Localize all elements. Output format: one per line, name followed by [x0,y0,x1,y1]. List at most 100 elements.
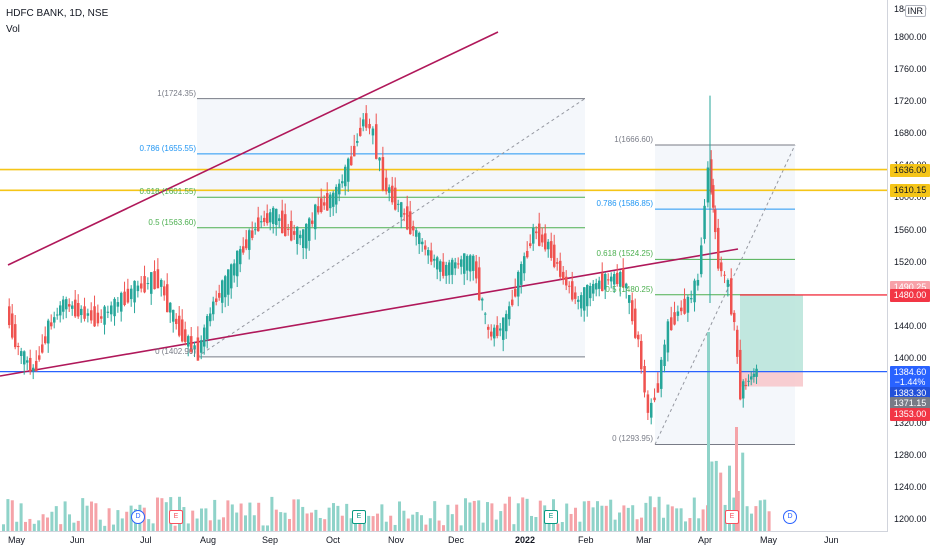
candle-body [670,317,673,331]
time-axis-label: Aug [200,535,217,545]
fib-level-label: 1(1724.35) [157,88,196,98]
candle-body [520,264,523,285]
candle-body [397,203,400,205]
volume-bar [37,520,41,532]
volume-bar [512,524,516,532]
volume-bar [6,499,10,532]
earnings-event-icon[interactable]: E [169,510,183,524]
candle-body [365,113,368,128]
price-axis-label: 1320.00 [894,417,927,428]
fib-level-label: 0.618 (1601.55) [139,187,197,197]
candle-body [493,327,496,339]
candle-body [329,194,332,209]
volume-bar [613,519,617,532]
time-axis-label: Jul [140,535,152,545]
candle-body [663,344,666,367]
candle-body [391,185,394,203]
candle-body [290,220,293,241]
candle-body [622,268,625,288]
candle-body [236,250,239,277]
candle-body [260,221,263,223]
price-axis[interactable]: 1840.001800.001760.001720.001680.001640.… [887,0,932,532]
volume-bar [345,503,349,532]
price-axis-label: 1440.00 [894,321,927,332]
candle-body [215,298,218,302]
candle-body [50,322,53,327]
currency-badge[interactable]: INR [904,5,926,17]
volume-bar [578,521,582,532]
candle-body [744,385,748,387]
volume-bar [116,510,120,532]
candle-body [562,271,565,280]
candle-body [532,227,535,244]
candle-body [206,316,209,340]
candle-body [683,298,686,314]
candle-body [239,249,242,265]
time-axis-label: Oct [326,535,341,545]
candle-body [381,157,385,191]
volume-bar [679,508,683,532]
dividend-event-icon[interactable]: D [131,510,145,524]
channel-upper-line [7,31,499,266]
candle-body [281,210,284,234]
candle-body [529,243,532,246]
price-chart[interactable] [0,0,888,532]
candle-body [755,368,758,377]
candle-body [200,340,203,353]
volume-bar [402,510,406,532]
candle-body [136,285,140,292]
candle-body [110,305,113,315]
candle-body [203,327,206,347]
volume-bar [648,496,652,532]
candle-body [541,234,544,243]
candle-body [736,329,739,357]
candle-body [38,355,41,360]
candle-body [481,298,484,301]
volume-bar [411,514,415,532]
candle-body [556,262,559,264]
candle-body [693,280,696,303]
candle-body [113,298,116,317]
candle-body [359,127,362,136]
time-axis-label: Jun [824,535,839,545]
volume-bar [72,522,76,532]
candle-body [583,287,586,311]
time-axis[interactable]: May Jun Jul Aug Sep Oct Nov Dec 2022 Feb Mar Apr May… [0,531,888,550]
fib-level-label: 0.786 (1586.85) [596,199,654,209]
volume-bar [644,502,648,532]
symbol-title[interactable]: HDFC BANK, 1D, NSE [6,8,109,19]
time-axis-label: Mar [636,535,652,545]
candle-body [90,310,93,321]
volume-bar [393,524,397,532]
earnings-event-icon[interactable]: E [725,510,739,524]
volume-bar [301,506,305,532]
candle-body [335,186,338,205]
volume-bar [371,516,375,532]
candle-body [714,209,717,233]
volume-bar [684,521,687,532]
dividend-event-icon[interactable]: D [783,510,797,524]
candle-body [742,381,745,399]
candle-body [350,156,353,166]
volume-bar [486,502,489,532]
volume-bar [442,525,445,532]
time-axis-label: 2022 [515,535,536,545]
earnings-event-icon[interactable]: E [544,510,558,524]
fib-level-label: 0.618 (1524.25) [596,249,654,259]
volume-bar [164,502,168,532]
candle-body [187,336,190,347]
candle-body [469,255,472,272]
earnings-event-icon[interactable]: E [352,510,366,524]
candle-body [344,166,347,187]
candle-body [59,305,62,316]
volume-bar [235,512,239,532]
volume-bar [2,524,5,532]
volume-indicator-label[interactable]: Vol [6,24,20,35]
candle-body [23,351,26,365]
volume-bar [538,500,542,532]
candle-body [160,280,163,287]
volume-bar [200,508,203,532]
volume-bar [226,500,230,532]
volume-bar [468,502,472,532]
volume-bar [217,519,221,532]
